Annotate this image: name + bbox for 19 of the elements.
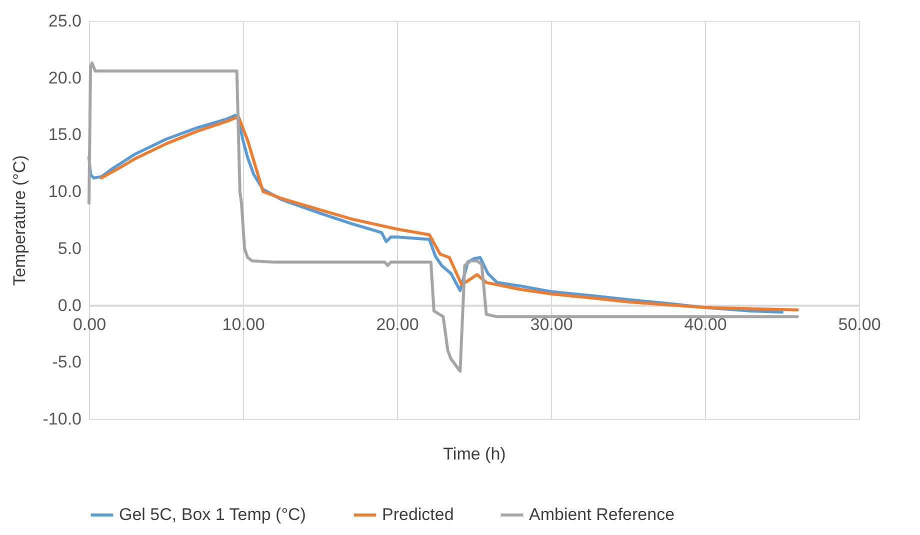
legend-label: Ambient Reference — [529, 505, 675, 524]
x-tick-label: 20.00 — [376, 314, 419, 334]
y-axis-title: Temperature (°C) — [10, 155, 29, 286]
x-tick-label: 30.00 — [530, 314, 573, 334]
x-tick-label: 40.00 — [684, 314, 727, 334]
x-tick-label: 10.00 — [222, 314, 265, 334]
y-tick-label: -10.0 — [42, 410, 82, 428]
y-tick-label: 5.0 — [58, 238, 82, 258]
y-tick-label: 20.0 — [48, 68, 82, 88]
y-tick-label: 0.0 — [58, 296, 82, 315]
legend-label: Predicted — [382, 505, 454, 524]
y-tick-label: -5.0 — [52, 352, 82, 372]
x-tick-label: 0.00 — [72, 314, 106, 334]
legend-label: Gel 5C, Box 1 Temp (°C) — [119, 505, 306, 524]
x-tick-label: 50.00 — [838, 314, 881, 334]
y-tick-label: 15.0 — [48, 125, 82, 144]
x-axis-title: Time (h) — [443, 444, 506, 464]
y-tick-label: 10.0 — [48, 182, 82, 202]
y-tick-label: 25.0 — [48, 12, 82, 30]
